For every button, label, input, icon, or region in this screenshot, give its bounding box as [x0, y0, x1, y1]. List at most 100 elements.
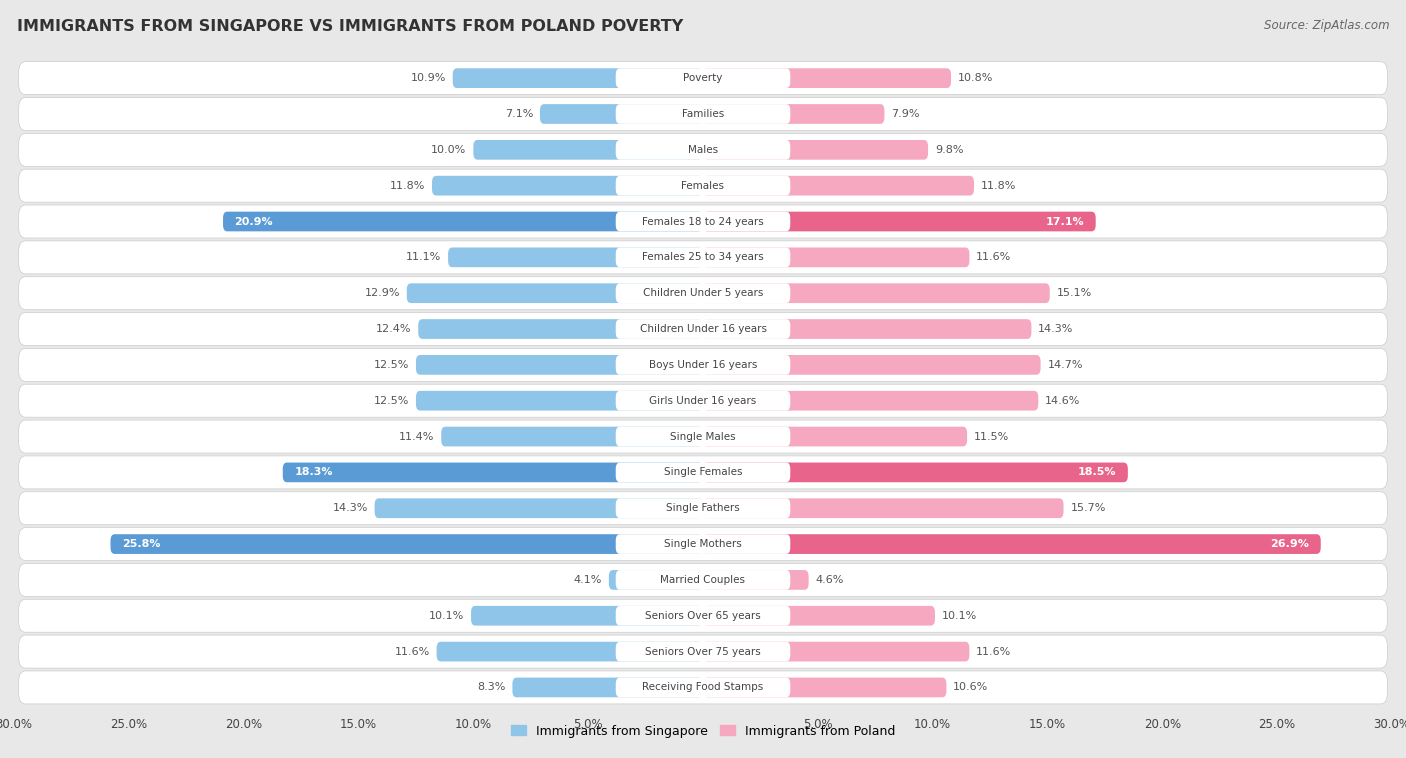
Text: Seniors Over 65 years: Seniors Over 65 years [645, 611, 761, 621]
Text: 11.6%: 11.6% [976, 647, 1011, 656]
Text: Males: Males [688, 145, 718, 155]
FancyBboxPatch shape [616, 570, 790, 590]
FancyBboxPatch shape [616, 140, 790, 160]
FancyBboxPatch shape [703, 570, 808, 590]
FancyBboxPatch shape [18, 312, 1388, 346]
FancyBboxPatch shape [703, 283, 1050, 303]
FancyBboxPatch shape [609, 570, 703, 590]
Text: 8.3%: 8.3% [477, 682, 506, 692]
FancyBboxPatch shape [18, 635, 1388, 668]
FancyBboxPatch shape [616, 462, 790, 482]
FancyBboxPatch shape [616, 391, 790, 411]
FancyBboxPatch shape [416, 391, 703, 411]
Text: 14.3%: 14.3% [1038, 324, 1074, 334]
FancyBboxPatch shape [616, 176, 790, 196]
FancyBboxPatch shape [432, 176, 703, 196]
FancyBboxPatch shape [703, 391, 1038, 411]
FancyBboxPatch shape [616, 319, 790, 339]
Text: Single Mothers: Single Mothers [664, 539, 742, 549]
Text: 15.7%: 15.7% [1070, 503, 1105, 513]
FancyBboxPatch shape [283, 462, 703, 482]
FancyBboxPatch shape [449, 248, 703, 268]
FancyBboxPatch shape [18, 241, 1388, 274]
Text: 12.5%: 12.5% [374, 360, 409, 370]
Text: IMMIGRANTS FROM SINGAPORE VS IMMIGRANTS FROM POLAND POVERTY: IMMIGRANTS FROM SINGAPORE VS IMMIGRANTS … [17, 19, 683, 34]
FancyBboxPatch shape [374, 498, 703, 518]
FancyBboxPatch shape [18, 169, 1388, 202]
FancyBboxPatch shape [453, 68, 703, 88]
Text: 11.6%: 11.6% [395, 647, 430, 656]
Text: 18.5%: 18.5% [1078, 468, 1116, 478]
Text: 9.8%: 9.8% [935, 145, 963, 155]
Text: 15.1%: 15.1% [1057, 288, 1092, 298]
Text: 7.9%: 7.9% [891, 109, 920, 119]
FancyBboxPatch shape [703, 534, 1320, 554]
FancyBboxPatch shape [540, 104, 703, 124]
Text: 10.9%: 10.9% [411, 74, 446, 83]
FancyBboxPatch shape [512, 678, 703, 697]
Text: 10.1%: 10.1% [429, 611, 464, 621]
FancyBboxPatch shape [18, 528, 1388, 561]
Text: 10.8%: 10.8% [957, 74, 993, 83]
Text: Females 25 to 34 years: Females 25 to 34 years [643, 252, 763, 262]
FancyBboxPatch shape [18, 98, 1388, 130]
FancyBboxPatch shape [437, 642, 703, 662]
FancyBboxPatch shape [18, 600, 1388, 632]
FancyBboxPatch shape [471, 606, 703, 625]
FancyBboxPatch shape [616, 68, 790, 88]
Text: 26.9%: 26.9% [1271, 539, 1309, 549]
FancyBboxPatch shape [703, 211, 1095, 231]
Text: 14.6%: 14.6% [1045, 396, 1081, 406]
Text: 20.9%: 20.9% [235, 217, 273, 227]
FancyBboxPatch shape [18, 420, 1388, 453]
Text: 14.3%: 14.3% [332, 503, 368, 513]
Text: Single Males: Single Males [671, 431, 735, 442]
Text: 25.8%: 25.8% [122, 539, 160, 549]
Text: 11.8%: 11.8% [389, 180, 425, 191]
FancyBboxPatch shape [416, 355, 703, 374]
FancyBboxPatch shape [703, 176, 974, 196]
FancyBboxPatch shape [616, 427, 790, 446]
FancyBboxPatch shape [18, 133, 1388, 166]
Text: Single Fathers: Single Fathers [666, 503, 740, 513]
FancyBboxPatch shape [703, 498, 1063, 518]
FancyBboxPatch shape [616, 248, 790, 268]
FancyBboxPatch shape [18, 61, 1388, 95]
Text: 11.8%: 11.8% [981, 180, 1017, 191]
Text: Source: ZipAtlas.com: Source: ZipAtlas.com [1264, 19, 1389, 32]
FancyBboxPatch shape [616, 642, 790, 662]
FancyBboxPatch shape [616, 534, 790, 554]
Text: Females 18 to 24 years: Females 18 to 24 years [643, 217, 763, 227]
Text: 17.1%: 17.1% [1046, 217, 1084, 227]
FancyBboxPatch shape [18, 277, 1388, 310]
FancyBboxPatch shape [703, 462, 1128, 482]
Text: Children Under 16 years: Children Under 16 years [640, 324, 766, 334]
FancyBboxPatch shape [474, 140, 703, 160]
Text: 14.7%: 14.7% [1047, 360, 1083, 370]
Text: 7.1%: 7.1% [505, 109, 533, 119]
FancyBboxPatch shape [406, 283, 703, 303]
FancyBboxPatch shape [18, 205, 1388, 238]
Text: 18.3%: 18.3% [294, 468, 333, 478]
FancyBboxPatch shape [616, 355, 790, 374]
FancyBboxPatch shape [703, 642, 969, 662]
FancyBboxPatch shape [18, 349, 1388, 381]
FancyBboxPatch shape [616, 283, 790, 303]
FancyBboxPatch shape [616, 606, 790, 625]
Text: 10.6%: 10.6% [953, 682, 988, 692]
Text: 10.1%: 10.1% [942, 611, 977, 621]
Text: 12.5%: 12.5% [374, 396, 409, 406]
FancyBboxPatch shape [616, 104, 790, 124]
Text: Females: Females [682, 180, 724, 191]
FancyBboxPatch shape [18, 563, 1388, 597]
FancyBboxPatch shape [18, 384, 1388, 417]
FancyBboxPatch shape [703, 140, 928, 160]
FancyBboxPatch shape [616, 498, 790, 518]
FancyBboxPatch shape [441, 427, 703, 446]
FancyBboxPatch shape [703, 104, 884, 124]
Text: 12.9%: 12.9% [364, 288, 399, 298]
Text: 11.4%: 11.4% [399, 431, 434, 442]
Text: Girls Under 16 years: Girls Under 16 years [650, 396, 756, 406]
Text: Families: Families [682, 109, 724, 119]
Text: 4.1%: 4.1% [574, 575, 602, 585]
